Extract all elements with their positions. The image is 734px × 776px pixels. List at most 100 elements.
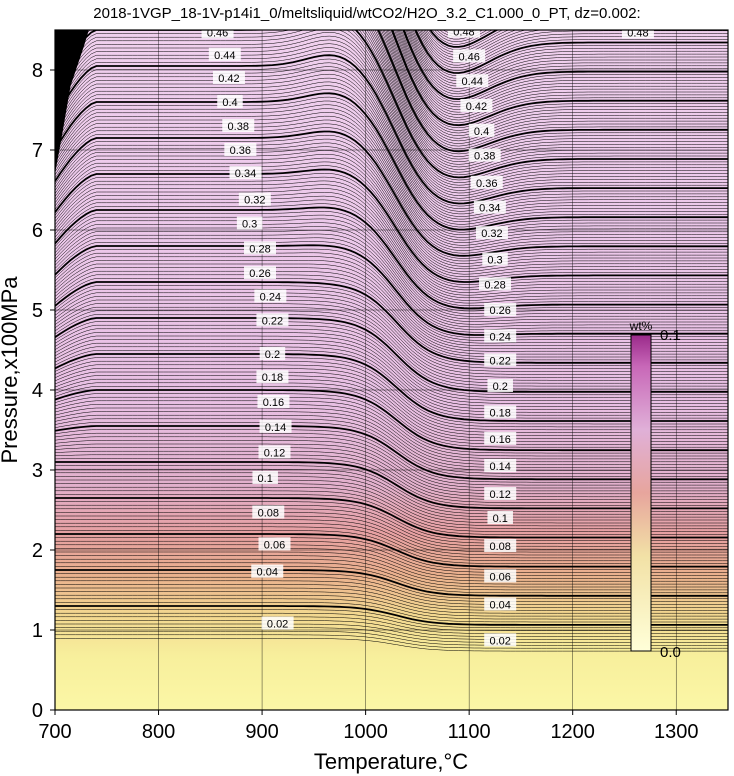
minor-contour-line — [55, 303, 728, 381]
minor-contour-line — [55, 226, 728, 322]
minor-contour-line — [406, 30, 728, 92]
minor-contour-line — [55, 119, 728, 249]
contour-label-background — [252, 505, 285, 519]
contour-label-background — [487, 511, 513, 524]
contour-label-text: 0.22 — [262, 315, 283, 327]
contour-label-text: 0.38 — [474, 151, 495, 163]
contour-label-background — [208, 47, 241, 61]
contour-label: 0.08 — [252, 505, 285, 519]
contour-label: 0.02 — [484, 633, 517, 647]
minor-contour-line — [55, 30, 728, 134]
chart-title: 2018-1VGP_18-1V-p14i1_0/meltsliquid/wtCO… — [93, 5, 640, 22]
contour-label: 0.14 — [484, 459, 517, 473]
major-contour-line — [55, 30, 728, 179]
major-contour-line — [391, 30, 728, 127]
contour-label-text: 0.28 — [249, 243, 270, 255]
major-contour-line — [55, 605, 728, 626]
minor-contour-line — [55, 278, 728, 361]
minor-contour-line — [55, 562, 728, 591]
contour-label: 0.42 — [212, 71, 245, 85]
contour-label-background — [259, 419, 292, 433]
contour-label-text: 0.42 — [218, 73, 239, 85]
minor-contour-line — [55, 332, 728, 404]
contour-label-background — [484, 329, 517, 343]
major-contour-line — [55, 168, 728, 283]
minor-contour-line — [55, 165, 728, 280]
plot-frame — [54, 29, 729, 711]
contour-label-background — [252, 471, 278, 484]
contour-label: 0.36 — [470, 175, 503, 190]
minor-contour-line — [55, 400, 728, 460]
contour-label-background — [244, 266, 277, 280]
minor-contour-line — [55, 512, 728, 550]
minor-contour-line — [55, 30, 728, 183]
minor-contour-line — [55, 494, 728, 535]
contour-label-background — [224, 143, 257, 156]
contour-label-background — [482, 252, 508, 266]
minor-contour-line — [55, 199, 728, 304]
contour-label: 0.34 — [229, 166, 262, 180]
contour-label: 0.1 — [252, 471, 278, 485]
minor-contour-line — [55, 627, 728, 643]
contour-label-text: 0.48 — [453, 27, 474, 39]
contour-label: 0.38 — [222, 119, 255, 133]
minor-contour-line — [397, 30, 728, 113]
major-contour-line — [55, 54, 728, 205]
minor-contour-line — [55, 203, 728, 306]
contour-label-text: 0.06 — [264, 539, 285, 551]
minor-contour-line — [55, 127, 728, 254]
contour-label-background — [460, 99, 493, 112]
minor-contour-line — [55, 407, 728, 465]
minor-contour-line — [55, 566, 728, 594]
minor-contour-line — [55, 310, 728, 387]
minor-contour-line — [55, 157, 728, 275]
contour-label: 0.14 — [259, 419, 292, 434]
contour-label-background — [484, 597, 517, 611]
minor-contour-line — [417, 30, 728, 69]
minor-contour-line — [55, 195, 728, 301]
minor-contour-line — [55, 0, 728, 3]
contour-label-text: 0.44 — [462, 76, 483, 88]
minor-contour-line — [55, 85, 728, 225]
minor-contour-line — [55, 30, 728, 155]
minor-contour-line — [55, 30, 728, 131]
contour-label: 0.44 — [208, 47, 241, 62]
minor-contour-line — [55, 526, 728, 562]
contour-label: 0.18 — [256, 370, 289, 384]
minor-contour-line — [55, 30, 728, 165]
contour-label: 0.06 — [258, 537, 291, 551]
minor-contour-line — [55, 115, 728, 246]
y-tick-label: 0 — [32, 700, 43, 722]
minor-contour-line — [55, 241, 728, 333]
contour-label: 0.24 — [254, 289, 287, 303]
minor-contour-line — [55, 192, 728, 299]
contour-label-text: 0.22 — [490, 355, 511, 367]
minor-contour-line — [55, 620, 728, 637]
minor-contour-line — [55, 551, 728, 582]
minor-contour-line — [55, 630, 728, 646]
minor-contour-line — [55, 35, 728, 191]
minor-contour-line — [55, 594, 728, 617]
contour-label-background — [254, 289, 287, 303]
contour-label-background — [259, 347, 286, 360]
minor-contour-line — [412, 30, 728, 79]
minor-contour-line — [55, 321, 728, 396]
minor-contour-line — [55, 504, 728, 544]
minor-contour-line — [55, 540, 728, 573]
contour-label-text: 0.12 — [264, 447, 285, 459]
minor-contour-line — [55, 360, 728, 428]
minor-contour-line — [55, 465, 728, 512]
contour-label: 0.48 — [621, 30, 654, 39]
minor-contour-line — [55, 558, 728, 588]
minor-contour-line — [55, 432, 728, 486]
contour-label-text: 0.16 — [490, 434, 511, 446]
minor-contour-line — [55, 422, 728, 477]
minor-contour-line — [55, 138, 728, 262]
minor-contour-line — [419, 30, 728, 66]
contour-label: 0.18 — [484, 405, 517, 419]
major-contour-line — [55, 317, 728, 393]
minor-contour-line — [55, 450, 728, 500]
minor-contour-line — [404, 30, 728, 97]
x-tick-label: 900 — [245, 721, 278, 743]
